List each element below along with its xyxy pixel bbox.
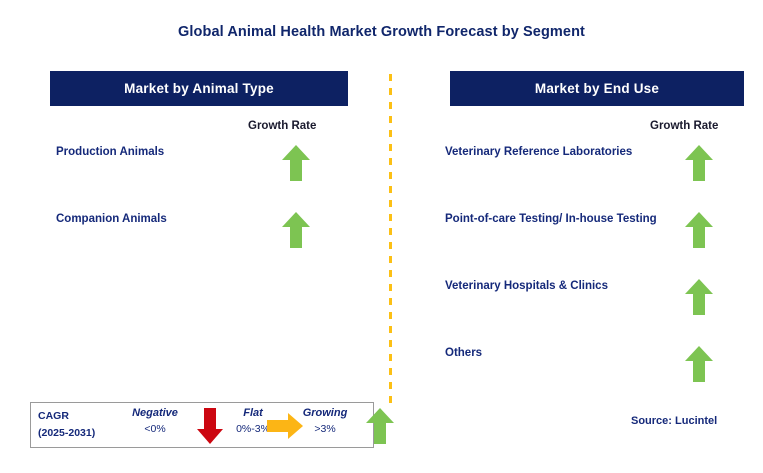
arrow-up-icon [685,279,713,315]
arrow-head [288,413,303,439]
arrow-up-icon [685,145,713,181]
arrow-right-icon [267,413,303,439]
growth-indicator [685,346,713,382]
legend-item-value: <0% [144,423,166,435]
segment-row[interactable]: Production Animals [50,144,350,211]
legend-title-line1: CAGR [38,410,69,422]
legend-title: CAGR (2025-2031) [38,408,95,442]
legend-item-negative: Negative <0% [123,407,187,435]
legend-item-growing: Growing >3% [293,407,357,435]
arrow-shaft [267,420,290,432]
legend-icon-flat [267,413,303,439]
arrow-head [685,212,713,227]
arrow-up-icon [282,212,310,248]
arrow-head [197,429,223,444]
segment-column-end-use: Veterinary Reference Laboratories Point-… [445,144,745,412]
legend-item-value: 0%-3% [236,423,270,435]
arrow-head [282,145,310,160]
segment-row[interactable]: Others [445,345,745,412]
arrow-head [282,212,310,227]
legend-item-name: Flat [243,407,263,419]
source-attribution: Source: Lucintel [631,415,718,427]
arrow-shaft [693,159,705,181]
arrow-head [366,408,394,423]
segment-label: Others [445,347,483,359]
growth-indicator [282,212,310,248]
arrow-head [685,279,713,294]
arrow-head [685,346,713,361]
arrow-up-icon [366,408,394,444]
arrow-shaft [374,422,386,444]
arrow-up-icon [685,346,713,382]
section-header-end-use: Market by End Use [450,71,744,106]
growth-indicator [685,145,713,181]
vertical-dashed-divider [389,74,392,404]
section-header-label: Market by Animal Type [124,81,274,96]
arrow-up-icon [685,212,713,248]
segment-label: Point-of-care Testing/ In-house Testing [445,213,657,225]
page-title: Global Animal Health Market Growth Forec… [178,24,585,40]
arrow-up-icon [282,145,310,181]
growth-rate-label-left: Growth Rate [248,120,317,132]
growth-indicator [685,212,713,248]
segment-row[interactable]: Point-of-care Testing/ In-house Testing [445,211,745,278]
legend-item-name: Negative [132,407,178,419]
arrow-shaft [693,360,705,382]
arrow-down-icon [197,408,223,444]
legend-item-value: >3% [314,423,336,435]
segment-label: Veterinary Hospitals & Clinics [445,280,608,292]
legend-icon-negative [197,408,223,444]
growth-indicator [282,145,310,181]
legend-item-flat: Flat 0%-3% [221,407,285,435]
arrow-shaft [693,226,705,248]
legend-icon-growing [366,408,394,444]
legend-item-name: Growing [302,407,348,419]
segment-row[interactable]: Veterinary Reference Laboratories [445,144,745,211]
growth-rate-label-right: Growth Rate [650,120,719,132]
segment-label: Veterinary Reference Laboratories [445,146,633,158]
arrow-shaft [693,293,705,315]
arrow-shaft [290,159,302,181]
growth-indicator [685,279,713,315]
section-header-animal-type: Market by Animal Type [50,71,348,106]
segment-row[interactable]: Veterinary Hospitals & Clinics [445,278,745,345]
segment-label: Production Animals [56,146,165,158]
segment-label: Companion Animals [56,213,167,225]
segment-row[interactable]: Companion Animals [50,211,350,278]
section-header-label: Market by End Use [534,81,660,96]
arrow-shaft [290,226,302,248]
legend-box: CAGR (2025-2031) Negative <0% Flat 0%-3%… [30,402,394,448]
segment-column-animal-type: Production Animals Companion Animals [50,144,350,278]
arrow-head [685,145,713,160]
arrow-shaft [204,408,216,430]
legend-title-line2: (2025-2031) [38,427,96,439]
